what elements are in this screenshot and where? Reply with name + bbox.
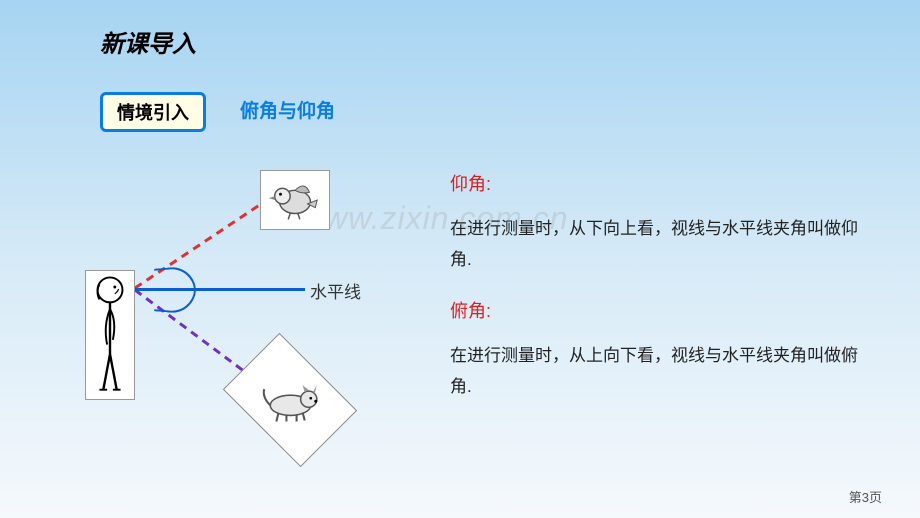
dog-figure: [223, 333, 357, 467]
depression-angle-arc: [154, 287, 196, 314]
context-tag: 情境引入: [100, 92, 206, 132]
depression-label: 俯角:: [450, 297, 870, 323]
elevation-description: 在进行测量时，从下向上看，视线与水平线夹角叫做仰角.: [450, 214, 870, 275]
page-title: 新课导入: [100, 24, 196, 59]
page-number: 第3页: [849, 487, 882, 506]
observer-figure: [85, 270, 135, 400]
bird-figure: [260, 170, 330, 230]
definitions: 仰角: 在进行测量时，从下向上看，视线与水平线夹角叫做仰角. 俯角: 在进行测量…: [450, 170, 870, 424]
subtitle: 俯角与仰角: [240, 96, 335, 123]
angle-diagram: 水平线: [85, 170, 405, 450]
elevation-label: 仰角:: [450, 170, 870, 196]
depression-description: 在进行测量时，从上向下看，视线与水平线夹角叫做俯角.: [450, 341, 870, 402]
horizontal-label: 水平线: [310, 278, 361, 303]
